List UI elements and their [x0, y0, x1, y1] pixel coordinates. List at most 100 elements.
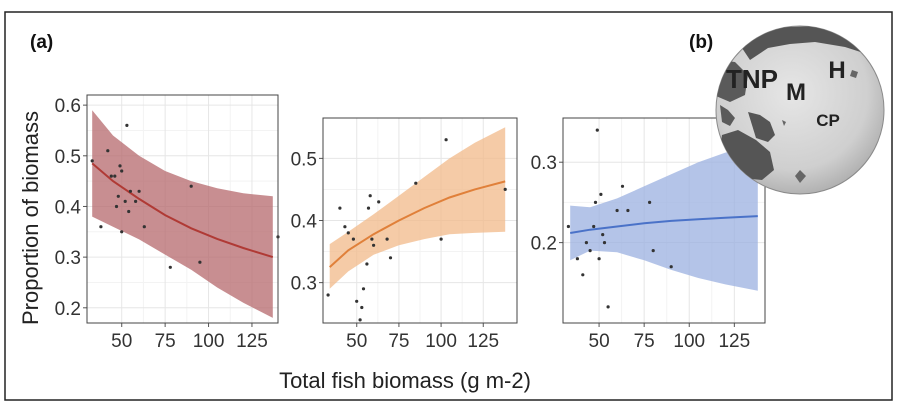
plot-3-data-point: [601, 233, 605, 237]
plot-1-data-point: [99, 225, 103, 229]
plot-3-data-point: [620, 184, 625, 188]
plot-3-fit-line: [570, 215, 758, 234]
plot-2-data-point: [444, 138, 448, 142]
plot-2-data-point: [351, 237, 355, 241]
plot-3-data-point: [615, 208, 619, 213]
plot-1-x-tick-label: 50: [111, 331, 132, 352]
plot-3-data-point: [566, 224, 571, 229]
plot-1-data-point: [189, 184, 193, 188]
plot-2-data-point: [503, 187, 507, 191]
plot-1-y-tick-label: 0.6: [55, 96, 81, 117]
plot-1-x-tick-label: 75: [155, 331, 176, 352]
figure-frame: [4, 11, 893, 401]
plot-1-data-point: [168, 265, 172, 269]
plot-1-data-point: [120, 230, 124, 234]
plot-2-data-point: [439, 237, 443, 241]
plot-2-data-point: [358, 318, 362, 322]
plot-1-data-point: [120, 169, 124, 173]
plot-3-y-tick-label: 0.3: [531, 153, 557, 174]
plot-2-x-tick-label: 125: [467, 331, 499, 352]
plot-2-data-point: [377, 200, 381, 204]
plot-2-y-tick-label: 0.5: [291, 149, 317, 170]
plot-3-data-point: [584, 241, 589, 245]
plot-2-frame: [322, 117, 518, 324]
plot-1-data-point: [106, 149, 110, 153]
plot-1-data-point: [127, 209, 131, 214]
plot-2-data-point: [360, 305, 364, 310]
plot-1-data-point: [128, 189, 132, 193]
globe-inset: TNP M H CP: [715, 25, 885, 195]
plot-3-data-point: [626, 208, 630, 213]
plot-2-data-point: [388, 256, 393, 260]
plot-2-group: 50 75 100 125 0.3 0.4 0.5: [291, 117, 518, 352]
plot-2-x-tick-label: 100: [425, 331, 457, 352]
plot-2-data-point: [338, 206, 342, 210]
plot-1-y-tick-label: 0.4: [55, 197, 82, 218]
plot-1-x-tick-label: 125: [236, 331, 268, 352]
plot-2-data-point: [385, 237, 389, 241]
plot-2-data-point: [368, 194, 372, 198]
plot-2-y-tick-label: 0.4: [291, 212, 318, 233]
plot-1-data-point: [123, 199, 127, 203]
plot-1-x-tick-label: 100: [193, 331, 225, 352]
plot-3-data-point: [581, 273, 585, 277]
site-label-tnp: TNP: [726, 64, 778, 94]
plot-3-data-point: [651, 249, 655, 253]
plot-2-data-point: [365, 262, 369, 266]
plot-2-data-point: [355, 299, 359, 303]
plot-2-confidence-band: [329, 127, 506, 289]
plot-3-frame: [562, 117, 766, 324]
plot-3-data-point: [606, 305, 610, 309]
panel-a-letter: (a): [30, 32, 53, 53]
plot-3-data-point: [597, 257, 601, 261]
plot-1-data-point: [109, 174, 113, 178]
plot-3-x-tick-label: 75: [634, 331, 655, 352]
plot-2-y-tick-label: 0.3: [291, 274, 317, 295]
plot-3-confidence-band: [570, 144, 758, 291]
plot-2-x-tick-label: 50: [346, 331, 367, 352]
plot-1-data-point: [137, 189, 141, 193]
plot-1-data-point: [113, 174, 117, 178]
plot-3-data-point: [602, 241, 607, 245]
plot-3-data-point: [595, 128, 599, 132]
plot-2-x-tick-label: 75: [388, 331, 409, 352]
site-label-h: H: [828, 57, 845, 84]
plot-2-data-point: [361, 287, 366, 291]
plot-1-data-point: [114, 204, 119, 209]
plot-1-group: 50 75 100 125 0.2 0.3 0.4 0.5 0.6: [55, 94, 280, 352]
plot-1-data-point: [142, 225, 146, 229]
plot-3-x-tick-label: 50: [589, 331, 610, 352]
plot-1-y-tick-label: 0.5: [55, 147, 81, 168]
plot-1-data-point: [198, 260, 202, 264]
plot-2-data-point: [414, 181, 418, 185]
plot-1-confidence-band: [92, 110, 273, 318]
plot-1-y-tick-label: 0.2: [55, 299, 81, 320]
plot-3-data-point: [592, 224, 596, 229]
plot-3-data-point: [588, 249, 592, 253]
y-axis-title: Proportion of biomass: [18, 111, 43, 325]
plot-1-data-point: [125, 123, 129, 127]
plot-2-data-point: [372, 243, 376, 247]
plot-1-fit-line: [91, 162, 274, 259]
plots-layer: 50 75 100 125 0.2 0.3 0.4 0.5 0.6 50 75 100 125 0.3 0.…: [55, 94, 766, 352]
plot-1-y-tick-label: 0.3: [55, 248, 81, 269]
plot-2-data-point: [346, 231, 350, 235]
plot-1-data-point: [118, 164, 122, 168]
plot-1-data-point: [134, 199, 138, 203]
plot-2-data-point: [366, 206, 371, 210]
plot-2-data-point: [370, 237, 374, 241]
plot-2-data-point: [343, 225, 347, 229]
plot-2-fit-line: [329, 180, 506, 268]
plot-3-data-point: [648, 200, 652, 204]
plot-1-data-point: [116, 194, 120, 198]
site-label-m: M: [786, 79, 806, 106]
plot-3-data-point: [575, 257, 580, 261]
plot-3-x-tick-label: 100: [673, 331, 705, 352]
site-label-cp: CP: [816, 111, 840, 130]
plot-1-frame: [86, 94, 279, 324]
plot-2-data-point: [326, 293, 330, 297]
plot-3-data-point: [669, 265, 673, 269]
plot-1-data-point: [90, 159, 94, 163]
x-axis-title: Total fish biomass (g m-2): [279, 368, 531, 393]
